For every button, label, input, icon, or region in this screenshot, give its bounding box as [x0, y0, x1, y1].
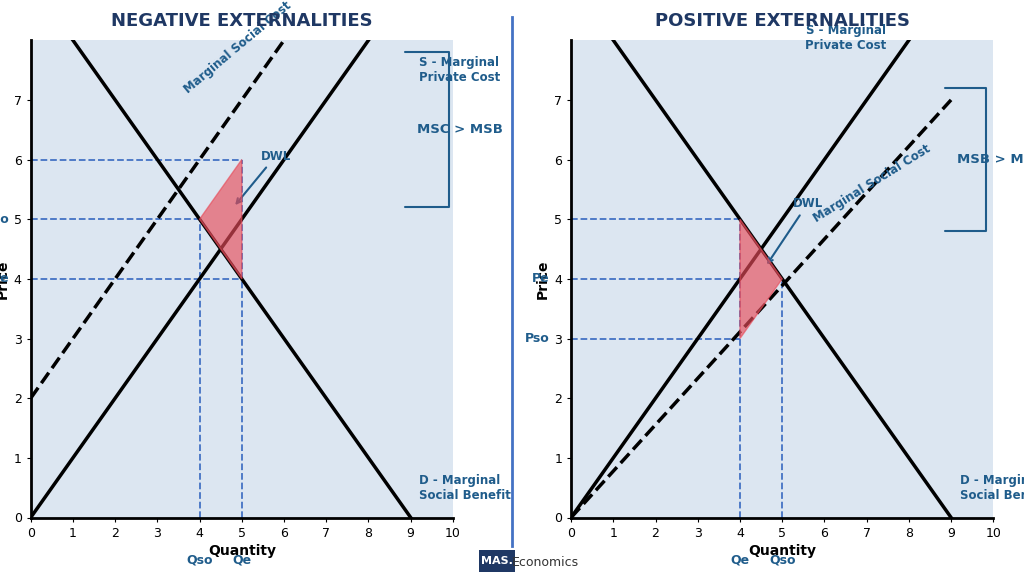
Text: S - Marginal
Private Cost: S - Marginal Private Cost — [419, 56, 501, 84]
Text: D - Marginal
Social Benefit: D - Marginal Social Benefit — [959, 474, 1024, 501]
Title: POSITIVE EXTERNALITIES: POSITIVE EXTERNALITIES — [654, 12, 909, 30]
Text: Pso: Pso — [525, 332, 550, 345]
Text: MAS.: MAS. — [481, 556, 513, 566]
Text: S - Marginal
Private Cost: S - Marginal Private Cost — [805, 24, 886, 52]
X-axis label: Quantity: Quantity — [749, 544, 816, 558]
Text: MSC > MSB: MSC > MSB — [417, 123, 503, 136]
Text: MSB > MSC: MSB > MSC — [957, 153, 1024, 166]
Y-axis label: Price: Price — [0, 259, 9, 298]
Text: Qe: Qe — [232, 553, 251, 566]
X-axis label: Quantity: Quantity — [208, 544, 275, 558]
Text: DWL: DWL — [768, 197, 822, 263]
Polygon shape — [740, 219, 782, 339]
Text: Qe: Qe — [730, 553, 750, 566]
Polygon shape — [200, 159, 242, 279]
Text: DWL: DWL — [237, 150, 291, 204]
Text: Pe: Pe — [0, 273, 9, 285]
Text: Economics: Economics — [512, 556, 580, 569]
Text: D - Marginal
Social Benefit: D - Marginal Social Benefit — [419, 474, 511, 501]
Text: Pso: Pso — [0, 213, 9, 226]
Text: Qso: Qso — [186, 553, 213, 566]
Title: NEGATIVE EXTERNALITIES: NEGATIVE EXTERNALITIES — [111, 12, 373, 30]
Text: Pe: Pe — [532, 273, 550, 285]
Y-axis label: Price: Price — [536, 259, 550, 298]
Text: Marginal Social Cost: Marginal Social Cost — [811, 143, 933, 225]
Text: Qso: Qso — [769, 553, 796, 566]
Text: Marginal Social Cost: Marginal Social Cost — [181, 0, 294, 95]
